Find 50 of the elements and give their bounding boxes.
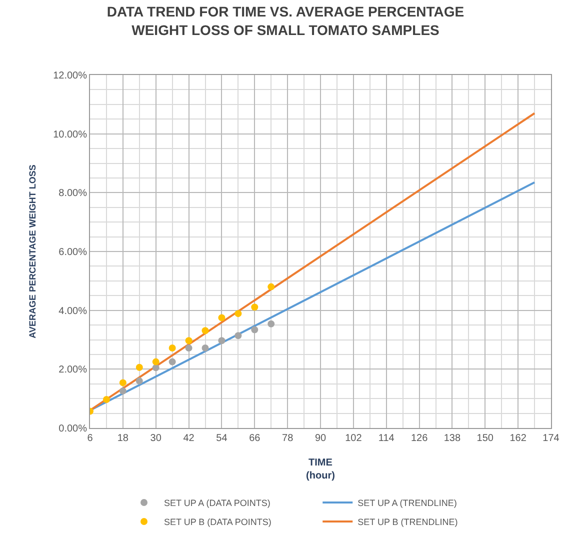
point: [218, 314, 226, 322]
x-tick-label: 114: [378, 433, 395, 444]
y-axis-title: AVERAGE PERCENTAGE WEIGHT LOSS: [27, 164, 38, 338]
point: [119, 379, 126, 386]
point: [152, 364, 160, 372]
y-tick-label: 8.00%: [58, 188, 88, 200]
point: [268, 320, 275, 328]
x-tick-label: 126: [410, 433, 428, 444]
legend-label: SET UP B (DATA POINTS): [164, 517, 272, 528]
y-tick-label: 2.00%: [58, 364, 88, 376]
point: [168, 344, 176, 352]
point: [119, 387, 126, 394]
y-tick-label: 4.00%: [58, 306, 88, 317]
legend-label: SET UP A (TRENDLINE): [358, 498, 457, 508]
x-tick-label: 138: [444, 433, 461, 444]
y-tick-label: 12.00%: [53, 70, 88, 82]
point: [168, 358, 176, 366]
x-tick-label: 162: [510, 433, 527, 444]
point: [202, 327, 209, 334]
x-tick-label: 150: [476, 433, 494, 444]
point: [152, 358, 160, 366]
x-tick-label: 90: [314, 433, 326, 444]
x-tick-label: 78: [282, 433, 294, 444]
point: [136, 364, 143, 371]
legend-label: SET UP A (DATA POINTS): [164, 498, 270, 508]
point: [234, 332, 242, 340]
point: [218, 337, 226, 344]
x-tick-label: 18: [117, 433, 129, 444]
x-tick-label: 102: [345, 433, 362, 444]
y-tick-label: 0.00%: [58, 424, 88, 434]
point: [234, 310, 242, 318]
point: [202, 344, 209, 352]
x-tick-label: 174: [542, 433, 560, 444]
x-tick-label: 66: [249, 433, 261, 444]
x-tick-label: 6: [87, 433, 94, 444]
point: [185, 337, 192, 344]
point: [185, 344, 192, 352]
x-axis-title: TIME (hour): [306, 458, 335, 482]
point: [251, 304, 258, 311]
chart-title: DATA TREND FOR TIME VS. AVERAGE PERCENTAGE WEIGHT LOSS OF SMALL TOMATO SAMPLES: [106, 4, 464, 38]
point: [268, 283, 275, 290]
y-tick-label: 6.00%: [58, 247, 88, 258]
point: [102, 396, 110, 403]
point: [251, 326, 258, 334]
y-tick-label: 10.00%: [53, 129, 88, 140]
x-tick-label: 42: [183, 433, 195, 444]
x-tick-label: 54: [216, 433, 228, 444]
legend-label: SET UP B (TRENDLINE): [358, 517, 458, 528]
x-tick-label: 30: [150, 433, 162, 444]
point: [136, 377, 143, 384]
